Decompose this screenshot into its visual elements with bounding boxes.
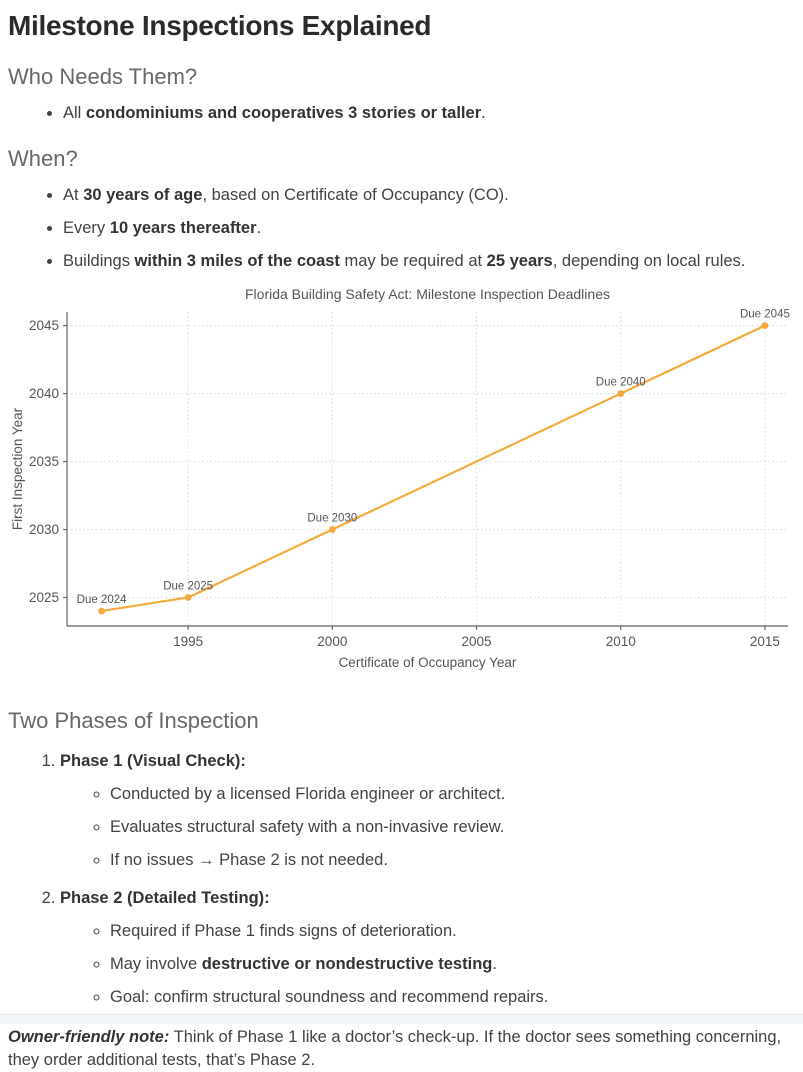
list-item: Buildings within 3 miles of the coast ma… (63, 250, 795, 272)
text: Conducted by a licensed Florida engineer… (110, 785, 506, 803)
bold-text: within 3 miles of the coast (134, 252, 340, 270)
text: All (63, 104, 86, 122)
data-point (328, 526, 336, 533)
bold-text: destructive or nondestructive testing (201, 955, 493, 973)
list-item: If no issues → Phase 2 is not needed. (110, 849, 795, 871)
x-tick-label: 2000 (317, 634, 347, 649)
data-line (101, 324, 766, 613)
phase-bullets: Required if Phase 1 finds signs of deter… (60, 920, 795, 1008)
data-point (98, 607, 106, 615)
text: , depending on local rules. (552, 252, 746, 270)
text: Every (63, 219, 110, 237)
data-point (617, 390, 625, 397)
data-point (184, 594, 192, 601)
text: Required if Phase 1 finds signs of deter… (110, 922, 457, 940)
x-tick-label: 1995 (173, 634, 203, 649)
text: May involve (110, 955, 202, 973)
phase-list: Phase 1 (Visual Check): Conducted by a li… (8, 750, 795, 1008)
point-label: Due 2025 (163, 580, 213, 592)
point-label: Due 2030 (307, 512, 357, 524)
list-item: Every 10 years thereafter. (63, 217, 795, 239)
when-list: At 30 years of age, based on Certificate… (8, 184, 795, 272)
list-item: At 30 years of age, based on Certificate… (63, 184, 795, 206)
section-heading-two-phases: Two Phases of Inspection (8, 708, 259, 733)
text: , based on Certificate of Occupancy (CO)… (202, 186, 509, 204)
list-item: Required if Phase 1 finds signs of deter… (110, 920, 795, 942)
y-tick-label: 2030 (29, 522, 59, 537)
bold-text: 25 years (486, 252, 553, 270)
text: At (63, 186, 84, 204)
point-label: Due 2024 (77, 594, 127, 606)
point-label: Due 2040 (596, 377, 646, 389)
list-item: Goal: confirm structural soundness and r… (110, 986, 795, 1008)
owner-note-lead: Owner-friendly note: (8, 1028, 170, 1046)
y-tick-label: 2035 (29, 454, 59, 469)
list-item: Evaluates structural safety with a non-i… (110, 816, 795, 838)
text: . (492, 955, 497, 973)
phase-title: Phase 1 (Visual Check): (60, 752, 246, 770)
chart-container: 1995 2000 2005 2010 2015 2025 2030 2035 2040 2045… (8, 286, 795, 686)
list-item: Conducted by a licensed Florida engineer… (110, 783, 795, 805)
x-tick-label: 2010 (606, 634, 636, 649)
milestone-chart: 1995 2000 2005 2010 2015 2025 2030 2035 2040 2045… (10, 286, 790, 670)
text: Evaluates structural safety with a non-i… (110, 818, 505, 836)
phase-item: Phase 1 (Visual Check): Conducted by a li… (60, 750, 795, 871)
y-tick-label: 2040 (29, 386, 59, 401)
owner-note: Owner-friendly note: Think of Phase 1 li… (8, 1026, 795, 1072)
who-needs-list: All condominiums and cooperatives 3 stor… (8, 102, 795, 124)
section-heading-who-needs-them: Who Needs Them? (8, 64, 198, 89)
text: may be required at (339, 252, 487, 270)
list-item: All condominiums and cooperatives 3 stor… (63, 102, 795, 124)
text: Goal: confirm structural soundness and r… (110, 988, 549, 1006)
phase-bullets: Conducted by a licensed Florida engineer… (60, 783, 795, 871)
phase-item: Phase 2 (Detailed Testing): Required if P… (60, 887, 795, 1008)
text: . (256, 219, 262, 237)
bold-text: condominiums and cooperatives 3 stories … (85, 104, 482, 122)
phase-title: Phase 2 (Detailed Testing): (60, 889, 270, 907)
section-heading-when: When? (8, 146, 78, 171)
bold-text: 10 years thereafter (109, 219, 257, 237)
y-tick-label: 2045 (29, 318, 59, 333)
y-tick-label: 2025 (29, 590, 59, 605)
page-title: Milestone Inspections Explained (8, 10, 432, 41)
next-section-edge (0, 1014, 803, 1024)
x-tick-label: 2005 (462, 634, 492, 649)
list-item: May involve destructive or nondestructiv… (110, 953, 795, 975)
text: If no issues → Phase 2 is not needed. (110, 851, 388, 869)
chart-title: Florida Building Safety Act: Milestone I… (245, 286, 610, 302)
text: . (481, 104, 486, 122)
x-tick-label: 2015 (750, 634, 780, 649)
y-axis-label: First Inspection Year (10, 407, 25, 530)
text: Buildings (63, 252, 135, 270)
x-axis-label: Certificate of Occupancy Year (339, 655, 517, 670)
point-label: Due 2045 (740, 309, 790, 321)
data-point (761, 322, 769, 329)
bold-text: 30 years of age (83, 186, 203, 204)
